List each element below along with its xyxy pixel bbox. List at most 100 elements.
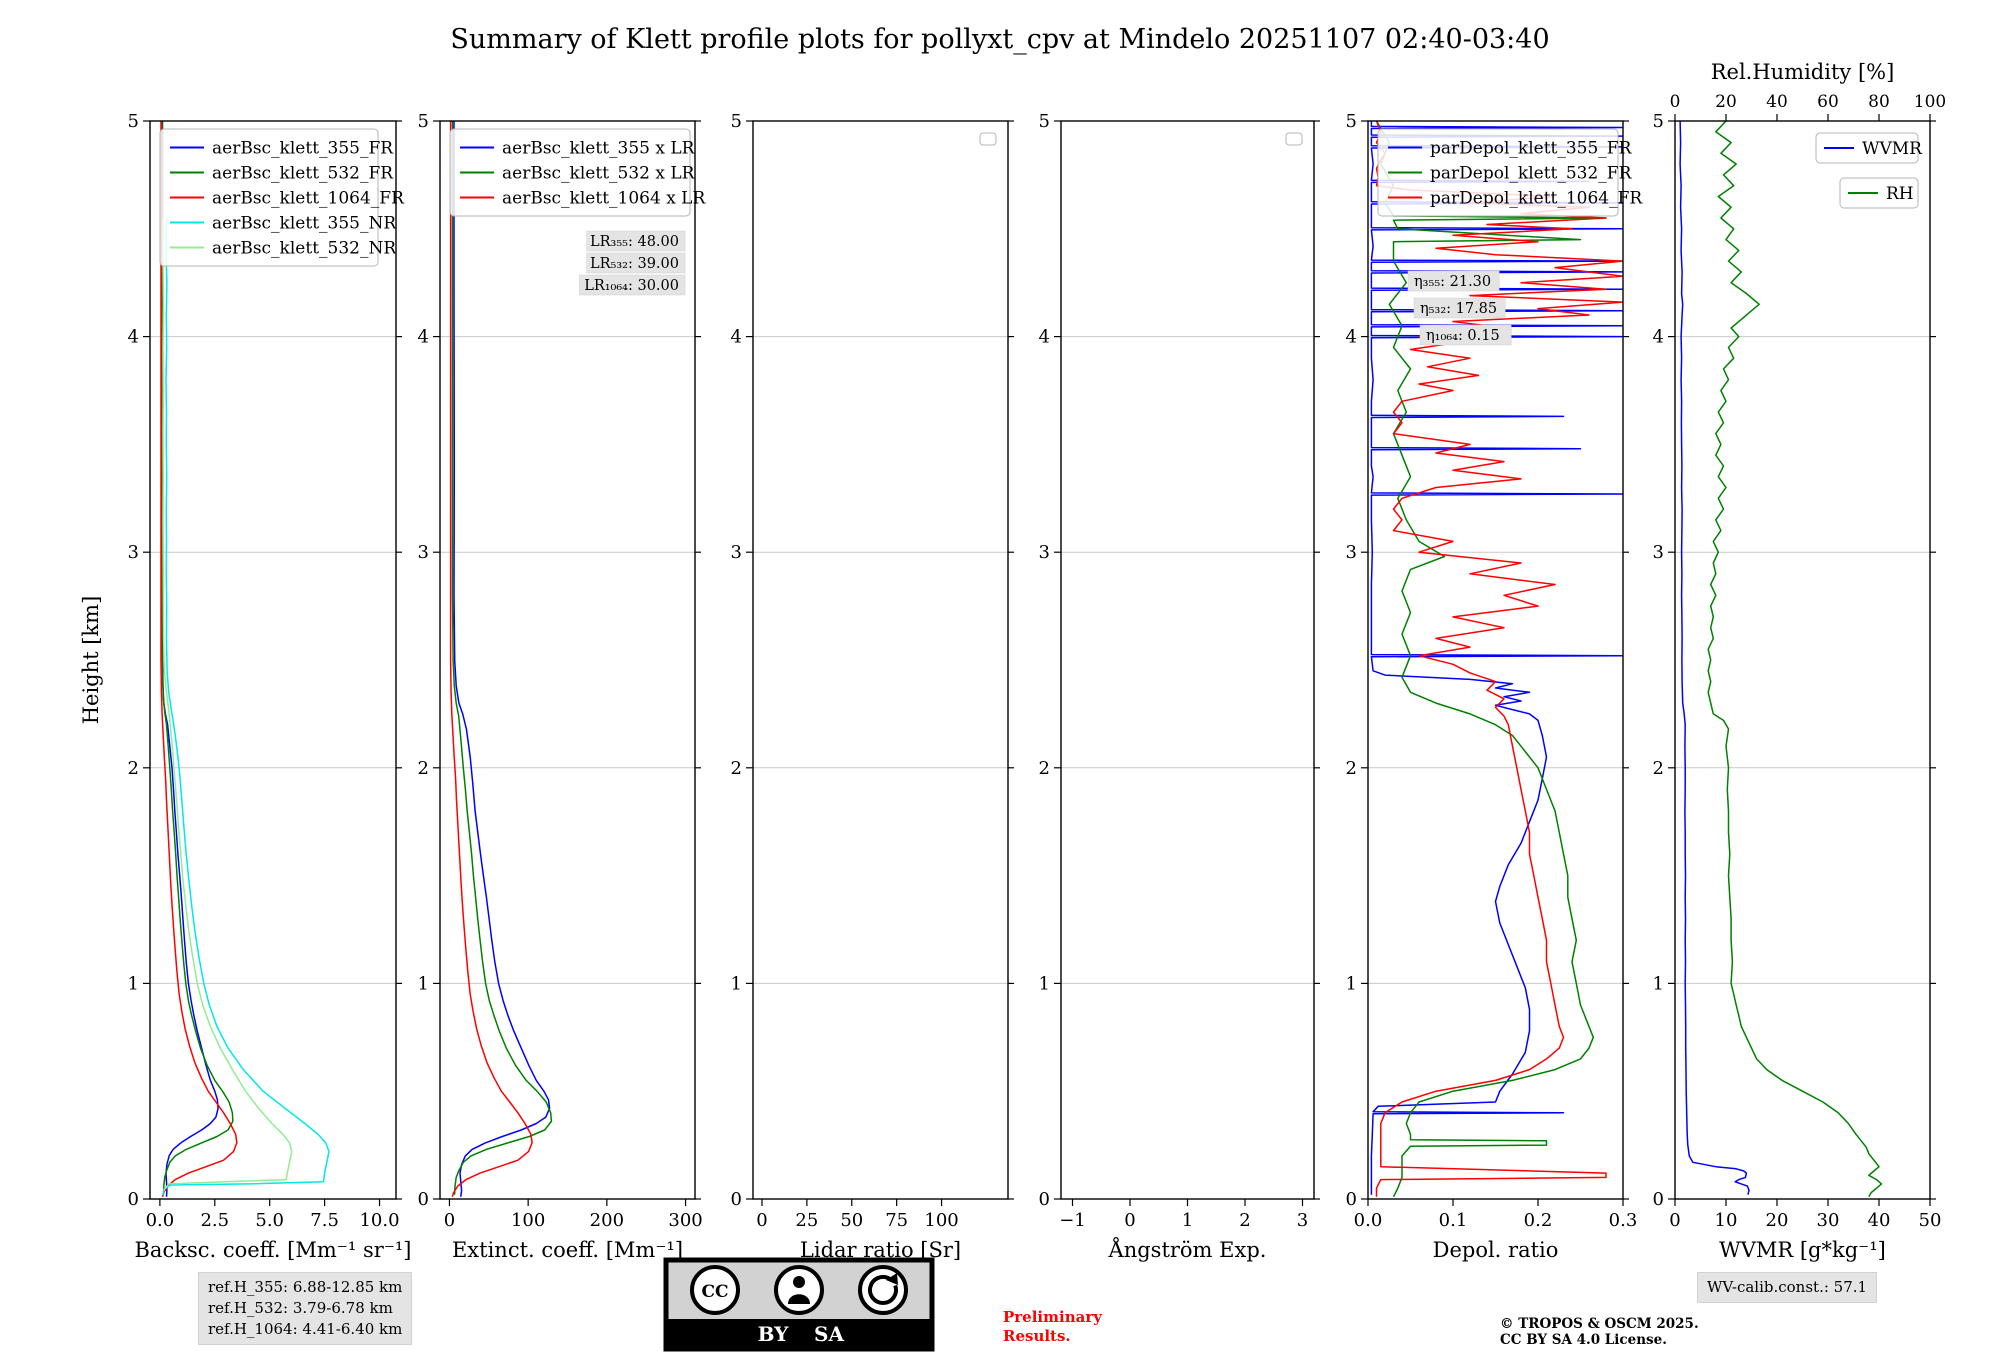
series-bsc532nr	[162, 217, 293, 1191]
y-tick-label: 2	[128, 758, 139, 779]
share-alike-arrowhead	[886, 1273, 898, 1285]
x-tick-label: 0.0	[146, 1210, 175, 1231]
legend-entry-label: parDepol_klett_532_FR	[1430, 164, 1633, 184]
y-tick-label: 4	[418, 327, 429, 348]
top-tick-label: 20	[1715, 92, 1737, 112]
y-tick-label: 1	[418, 973, 429, 994]
legend-entry-label: parDepol_klett_1064_FR	[1430, 189, 1643, 209]
y-tick-label: 1	[1653, 973, 1664, 994]
x-tick-label: 100	[511, 1210, 545, 1231]
annotation-text: η₁₀₆₄: 0.15	[1426, 328, 1500, 344]
attribution-person-icon	[774, 1265, 824, 1315]
share-alike-arrow	[868, 1274, 898, 1305]
x-tick-label: 0	[1124, 1210, 1135, 1231]
series-bsc1064fr	[160, 121, 238, 1198]
preliminary-results-note: Preliminary Results.	[1003, 1308, 1102, 1345]
person-body	[788, 1294, 810, 1304]
annotation-text: LR₁₀₆₄: 30.00	[584, 278, 679, 294]
cc-icon	[690, 1265, 740, 1315]
legend-box	[1377, 128, 1619, 217]
y-tick-label: 3	[418, 542, 429, 563]
x-tick-label: 30	[1817, 1210, 1840, 1231]
legend-entry-label: WVMR	[1862, 139, 1923, 159]
y-axis-label: Height [km]	[79, 596, 103, 725]
badge-band	[666, 1319, 932, 1349]
panel-depol-ratio: 0 1 2 3 4 5 0.0 0.1 0.2 0.3 Depol. ratio parDepol_k…	[1346, 111, 1644, 1262]
legend-entry-label: aerBsc_klett_532_NR	[212, 239, 397, 259]
x-tick-label: 3	[1297, 1210, 1308, 1231]
x-tick-label: 2.5	[200, 1210, 229, 1231]
annotation-box	[1413, 297, 1506, 319]
y-tick-label: 2	[1653, 758, 1664, 779]
annotation-text: LR₅₃₂: 39.00	[590, 256, 679, 272]
series-wvmr	[1679, 121, 1750, 1195]
x-tick-label: −1	[1059, 1210, 1086, 1231]
badge-by-label: BY	[758, 1322, 790, 1346]
y-tick-label: 1	[128, 973, 139, 994]
y-tick-label: 5	[1653, 111, 1664, 132]
y-tick-label: 5	[418, 111, 429, 132]
figure-title: Summary of Klett profile plots for polly…	[450, 24, 1550, 55]
series-depol1064	[1375, 121, 1623, 1197]
legend-entry-label: RH	[1886, 184, 1914, 204]
x-tick-label: 0.0	[1354, 1210, 1383, 1231]
series-ext1064	[449, 121, 533, 1198]
y-tick-label: 0	[1039, 1189, 1050, 1210]
y-tick-label: 4	[1346, 327, 1357, 348]
series-rh	[1707, 121, 1883, 1198]
x-tick-label: 1	[1182, 1210, 1193, 1231]
panel-backscatter: 0 1 2 3 4 5 0.0 2.5 5.0 7.5 10.0 Backsc. coeff. [Mm…	[79, 111, 411, 1262]
annotation-box	[586, 252, 686, 274]
badge-sa-label: SA	[814, 1322, 844, 1346]
legend-box	[449, 128, 691, 217]
y-tick-label: 0	[1346, 1189, 1357, 1210]
axes-frame	[1060, 120, 1315, 1200]
x-tick-label: 7.5	[310, 1210, 339, 1231]
y-tick-label: 5	[1346, 111, 1357, 132]
series-bsc532fr	[161, 121, 234, 1195]
legend-entry-label: parDepol_klett_355_FR	[1430, 139, 1633, 159]
legend-box	[1839, 177, 1919, 209]
cc-by-sa-badge: CC BY SA	[663, 1257, 935, 1356]
annotation-text: η₃₅₅: 21.30	[1414, 274, 1491, 290]
axes-frame	[1674, 120, 1931, 1200]
y-tick-label: 0	[128, 1189, 139, 1210]
legend-entry-label: aerBsc_klett_1064 x LR	[502, 189, 706, 209]
series-depol355	[1370, 121, 1623, 1195]
series-depol532	[1375, 121, 1607, 1198]
person-head	[793, 1276, 805, 1288]
legend-entry-label: aerBsc_klett_355 x LR	[502, 139, 696, 159]
y-tick-label: 4	[1653, 327, 1664, 348]
x-tick-label: 0.3	[1609, 1210, 1638, 1231]
legend-entry-label: aerBsc_klett_1064_FR	[212, 189, 405, 209]
x-tick-label: 75	[885, 1210, 908, 1231]
y-tick-label: 3	[128, 542, 139, 563]
y-tick-label: 0	[1653, 1189, 1664, 1210]
axes-frame	[1367, 120, 1624, 1200]
x-axis-label: Extinct. coeff. [Mm⁻¹]	[452, 1238, 683, 1262]
top-axis-label: Rel.Humidity [%]	[1711, 60, 1895, 84]
x-tick-label: 0.1	[1439, 1210, 1468, 1231]
y-tick-label: 2	[418, 758, 429, 779]
legend-box	[159, 128, 379, 267]
y-tick-label: 0	[418, 1189, 429, 1210]
empty-legend-box	[979, 132, 997, 146]
x-tick-label: 0.2	[1524, 1210, 1553, 1231]
series-bsc355fr	[161, 121, 219, 1197]
y-tick-label: 5	[1039, 111, 1050, 132]
top-tick-label: 60	[1817, 92, 1839, 112]
x-axis-label: WVMR [g*kg⁻¹]	[1719, 1238, 1886, 1262]
copyright-note: © TROPOS & OSCM 2025. CC BY SA 4.0 Licen…	[1500, 1316, 1699, 1348]
axes-frame	[752, 120, 1009, 1200]
series-ext532	[451, 121, 553, 1195]
y-tick-label: 2	[731, 758, 742, 779]
y-tick-label: 4	[1039, 327, 1050, 348]
wv-calibration-annotation: WV-calib.const.: 57.1	[1697, 1272, 1878, 1303]
y-tick-label: 3	[731, 542, 742, 563]
annotation-box	[586, 230, 686, 252]
x-tick-label: 25	[795, 1210, 818, 1231]
legend-entry-label: aerBsc_klett_532 x LR	[502, 164, 696, 184]
